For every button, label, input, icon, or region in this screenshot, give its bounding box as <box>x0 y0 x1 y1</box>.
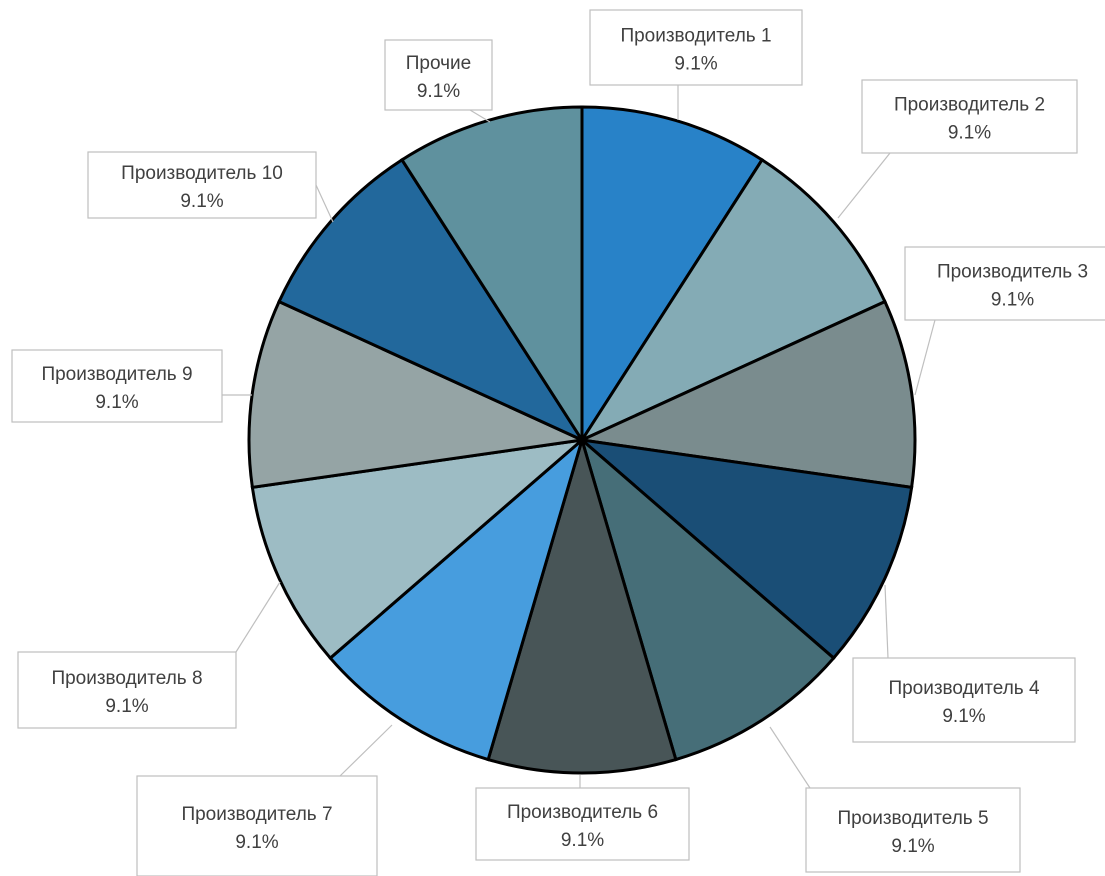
pie-slice <box>580 105 765 446</box>
data-label: Производитель 6 9.1% <box>475 775 690 861</box>
label-box <box>17 651 237 729</box>
leader-line <box>469 109 491 123</box>
leader-line <box>769 726 811 789</box>
slice-percent: 9.1% <box>235 832 278 853</box>
slice-percent: 9.1% <box>891 836 934 857</box>
pie-slice <box>277 157 587 444</box>
slice-label: Производитель 2 <box>894 95 1045 116</box>
label-box <box>11 349 223 423</box>
slice-label: Производитель 3 <box>937 262 1088 283</box>
pie-slices <box>247 105 917 775</box>
label-box <box>475 787 690 861</box>
pie-slice <box>577 157 887 444</box>
label-box <box>852 657 1076 743</box>
label-box <box>904 246 1105 321</box>
pie-slice <box>579 435 836 762</box>
label-box <box>805 787 1021 873</box>
pie-slice <box>247 299 588 490</box>
pie-slice <box>576 299 917 490</box>
slice-percent: 9.1% <box>674 54 717 75</box>
slice-label: Производитель 9 <box>41 364 192 385</box>
slice-percent: 9.1% <box>105 696 148 717</box>
data-label: Производитель 2 9.1% <box>837 79 1078 219</box>
slice-percent: 9.1% <box>417 81 460 102</box>
slice-label: Производитель 10 <box>121 163 283 184</box>
slice-percent: 9.1% <box>180 191 223 212</box>
data-label: Производитель 10 9.1% <box>87 151 334 223</box>
pie-slice <box>486 434 678 775</box>
slice-label: Производитель 7 <box>181 804 332 825</box>
leader-line <box>315 184 334 223</box>
data-label: Производитель 8 9.1% <box>17 581 281 729</box>
leader-line <box>235 581 281 653</box>
label-box <box>87 151 317 219</box>
label-box <box>136 775 378 876</box>
data-label: Производитель 4 9.1% <box>852 584 1076 743</box>
data-label: Прочие 9.1% <box>384 39 493 123</box>
pie-slice <box>250 437 587 661</box>
leader-line <box>837 152 891 219</box>
slice-percent: 9.1% <box>991 290 1034 311</box>
leader-line <box>339 724 393 777</box>
data-label: Производитель 3 9.1% <box>904 246 1105 396</box>
slice-label: Производитель 1 <box>620 26 771 47</box>
slice-percent: 9.1% <box>948 123 991 144</box>
label-box <box>589 9 803 86</box>
data-label: Производитель 1 9.1% <box>589 9 803 120</box>
pie-labels: Производитель 19.1%Производитель 29.1%Пр… <box>11 9 1105 876</box>
slice-label: Производитель 4 <box>888 678 1040 699</box>
leader-line <box>884 584 889 659</box>
label-box <box>384 39 493 111</box>
slice-label: Производитель 6 <box>507 802 658 823</box>
slice-label: Прочие <box>406 53 471 74</box>
leader-line <box>914 319 936 396</box>
pie-slice <box>328 435 585 762</box>
data-label: Производитель 9 9.1% <box>11 349 252 423</box>
slice-percent: 9.1% <box>561 830 604 851</box>
slice-percent: 9.1% <box>942 706 985 727</box>
label-box <box>861 79 1078 154</box>
slice-percent: 9.1% <box>95 392 138 413</box>
data-label: Производитель 7 9.1% <box>136 724 393 876</box>
data-label: Производитель 5 9.1% <box>769 726 1021 873</box>
pie-slice <box>577 437 914 661</box>
slice-label: Производитель 8 <box>51 668 202 689</box>
slice-label: Производитель 5 <box>837 808 988 829</box>
